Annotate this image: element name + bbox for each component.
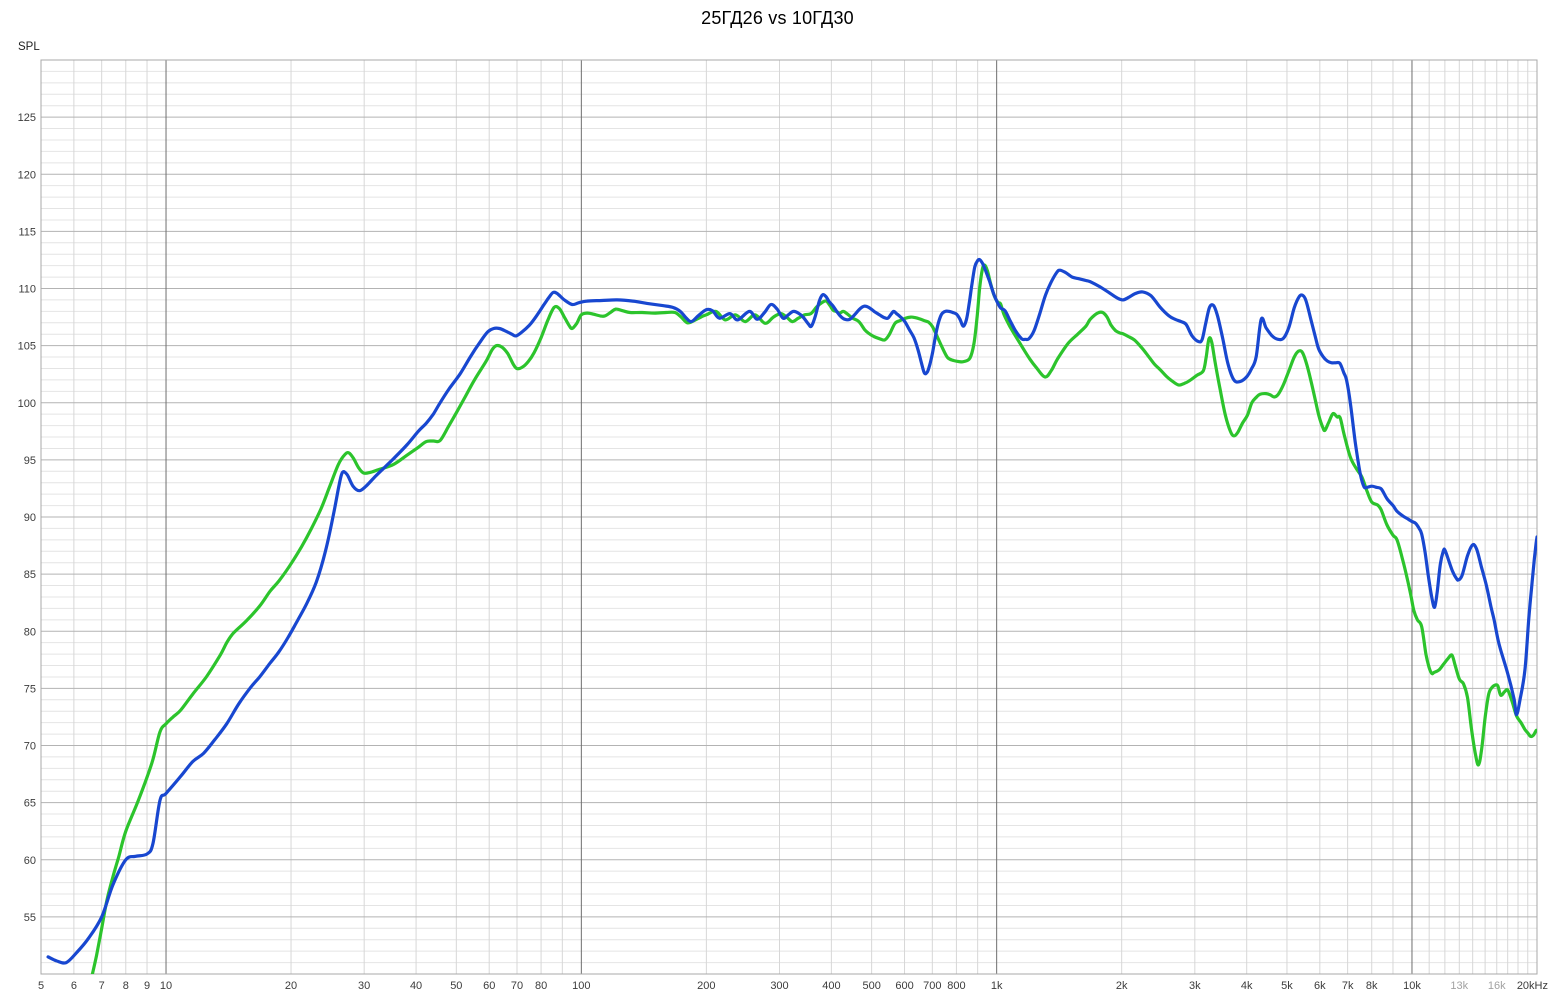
series-curve-10ГД30 bbox=[90, 263, 1537, 974]
y-tick-label: 65 bbox=[24, 798, 36, 810]
grid-major-vertical bbox=[165, 60, 1413, 974]
y-tick-label: 120 bbox=[18, 169, 36, 181]
y-tick-label: 105 bbox=[18, 341, 36, 353]
x-tick-label: 4k bbox=[1241, 980, 1253, 992]
y-axis-tick-labels: 55 60 65 70 75 80 85 90 95 100 105 110 115 120 125 bbox=[18, 112, 36, 924]
x-tick-label: 800 bbox=[947, 980, 965, 992]
x-axis-tick-labels: 5 6 7 8 9 10 20 30 40 50 60 70 80 100 200 300 400 500 600 7… bbox=[38, 980, 1548, 992]
y-tick-label: 70 bbox=[24, 741, 36, 753]
x-tick-label: 3k bbox=[1189, 980, 1201, 992]
x-tick-label: 40 bbox=[410, 980, 422, 992]
y-tick-label: 80 bbox=[24, 626, 36, 638]
y-tick-label: 85 bbox=[24, 569, 36, 581]
x-tick-label: 400 bbox=[822, 980, 840, 992]
x-tick-label: 600 bbox=[895, 980, 913, 992]
x-tick-label: 6k bbox=[1314, 980, 1326, 992]
x-tick-label: 5 bbox=[38, 980, 44, 992]
x-tick-label: 200 bbox=[697, 980, 715, 992]
y-tick-label: 100 bbox=[18, 398, 36, 410]
x-tick-label: 13k bbox=[1450, 980, 1468, 992]
x-tick-label: 100 bbox=[572, 980, 590, 992]
x-tick-label: 30 bbox=[358, 980, 370, 992]
x-tick-label: 10 bbox=[160, 980, 172, 992]
y-tick-label: 95 bbox=[24, 455, 36, 467]
x-tick-label: 700 bbox=[923, 980, 941, 992]
x-tick-label: 9 bbox=[144, 980, 150, 992]
x-tick-label: 1k bbox=[991, 980, 1003, 992]
x-tick-label: 7 bbox=[99, 980, 105, 992]
y-tick-label: 110 bbox=[18, 284, 36, 296]
chart-title: 25ГД26 vs 10ГД30 bbox=[701, 8, 854, 28]
grid-minor-horizontal bbox=[41, 70, 1537, 964]
x-tick-label: 16k bbox=[1488, 980, 1506, 992]
x-tick-label: 50 bbox=[450, 980, 462, 992]
x-tick-label: 20 bbox=[285, 980, 297, 992]
x-tick-label: 20kHz bbox=[1517, 980, 1548, 992]
series-curve-25ГД26 bbox=[46, 257, 1537, 965]
x-tick-label: 500 bbox=[862, 980, 880, 992]
x-tick-label: 80 bbox=[535, 980, 547, 992]
y-axis-title: SPL bbox=[18, 41, 40, 53]
plot-area-border bbox=[40, 59, 1538, 975]
y-tick-label: 115 bbox=[18, 226, 36, 238]
y-tick-label: 60 bbox=[24, 855, 36, 867]
x-tick-label: 5k bbox=[1281, 980, 1293, 992]
y-tick-label: 55 bbox=[24, 912, 36, 924]
x-tick-label: 2k bbox=[1116, 980, 1128, 992]
series-curves bbox=[46, 257, 1537, 974]
x-tick-label: 60 bbox=[483, 980, 495, 992]
grid-major-horizontal bbox=[41, 116, 1537, 918]
x-tick-label: 8k bbox=[1366, 980, 1378, 992]
y-tick-label: 90 bbox=[24, 512, 36, 524]
x-tick-label: 8 bbox=[123, 980, 129, 992]
x-tick-label: 10k bbox=[1403, 980, 1421, 992]
x-tick-label: 70 bbox=[511, 980, 523, 992]
x-tick-label: 300 bbox=[770, 980, 788, 992]
x-tick-label: 7k bbox=[1342, 980, 1354, 992]
y-tick-label: 125 bbox=[18, 112, 36, 124]
x-tick-label: 6 bbox=[71, 980, 77, 992]
y-tick-label: 75 bbox=[24, 683, 36, 695]
